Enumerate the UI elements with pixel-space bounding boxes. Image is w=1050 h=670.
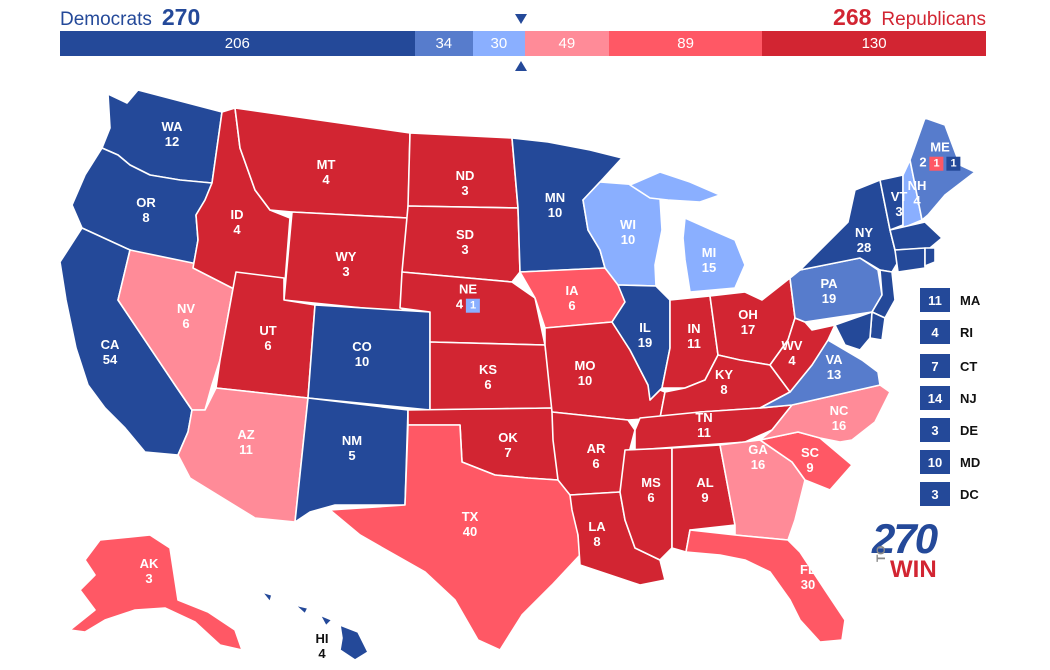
state-il[interactable] xyxy=(611,284,671,401)
republicans-total: 268 Republicans xyxy=(833,4,986,31)
small-state-ct[interactable]: 7 CT xyxy=(920,354,977,378)
state-ks[interactable] xyxy=(429,341,554,411)
republicans-electoral-votes: 268 xyxy=(833,4,872,30)
state-sd[interactable] xyxy=(401,205,521,283)
small-state-ev-box[interactable]: 11 xyxy=(920,288,950,312)
logo-number: 270 xyxy=(872,515,938,562)
state-fl[interactable] xyxy=(685,529,846,643)
270-marker-bottom-icon xyxy=(515,61,527,71)
state-nc[interactable] xyxy=(759,384,891,443)
bar-segment[interactable]: 49 xyxy=(524,31,610,56)
small-state-ev-box[interactable]: 3 xyxy=(920,418,950,442)
democrats-electoral-votes: 270 xyxy=(161,4,201,30)
small-state-ev-box[interactable]: 3 xyxy=(920,482,950,506)
bar-segment[interactable]: 89 xyxy=(609,31,763,56)
logo-to: TO xyxy=(874,545,888,562)
small-state-abbr: NJ xyxy=(960,390,977,406)
bar-segment[interactable]: 130 xyxy=(762,31,986,56)
small-state-ev-box[interactable]: 7 xyxy=(920,354,950,378)
democrats-total: Democrats 270 xyxy=(60,4,200,31)
small-state-abbr: DC xyxy=(960,486,979,502)
state-wy[interactable] xyxy=(283,211,409,313)
small-state-abbr: DE xyxy=(960,422,979,438)
state-ak[interactable] xyxy=(69,534,243,651)
state-md[interactable] xyxy=(834,311,873,351)
small-state-ev-box[interactable]: 10 xyxy=(920,450,950,474)
small-state-abbr: CT xyxy=(960,358,978,374)
small-state-abbr: MA xyxy=(960,292,981,308)
bar-segment[interactable]: 206 xyxy=(60,31,415,56)
small-state-ev-box[interactable]: 14 xyxy=(920,386,950,410)
small-state-abbr: MD xyxy=(960,454,981,470)
small-state-ma[interactable]: 11 MA xyxy=(920,288,980,312)
state-tx[interactable] xyxy=(329,424,581,651)
democrats-label: Democrats xyxy=(60,9,152,30)
state-nm[interactable] xyxy=(294,397,409,523)
state-nd[interactable] xyxy=(407,132,519,209)
state-ri[interactable] xyxy=(924,247,936,267)
270-marker-top-icon xyxy=(515,14,527,24)
270towin-logo[interactable]: 270 TO WIN xyxy=(872,515,944,582)
state-mi[interactable] xyxy=(629,171,746,293)
electoral-vote-bar: 206 34 30 49 89 130 xyxy=(60,31,986,56)
small-state-de[interactable]: 3 DE xyxy=(920,418,978,442)
state-ct[interactable] xyxy=(894,247,926,273)
state-wv[interactable] xyxy=(769,317,836,393)
small-state-abbr: RI xyxy=(960,324,973,340)
bar-segment[interactable]: 30 xyxy=(473,31,525,56)
small-state-dc[interactable]: 3 DC xyxy=(920,482,979,506)
state-hi[interactable] xyxy=(261,591,369,661)
state-ma[interactable] xyxy=(889,221,943,251)
republicans-label: Republicans xyxy=(881,9,986,30)
state-co[interactable] xyxy=(307,304,431,411)
small-state-ri[interactable]: 4 RI xyxy=(920,320,973,344)
small-state-ev-box[interactable]: 4 xyxy=(920,320,950,344)
logo-win: WIN xyxy=(890,556,937,583)
state-me[interactable] xyxy=(909,117,976,221)
small-state-md[interactable]: 10 MD xyxy=(920,450,980,474)
small-state-nj[interactable]: 14 NJ xyxy=(920,386,977,410)
bar-segment[interactable]: 34 xyxy=(414,31,474,56)
